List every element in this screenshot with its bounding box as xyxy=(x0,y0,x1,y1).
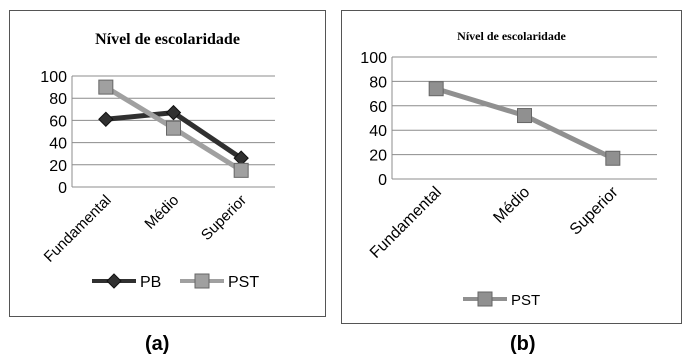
data-point xyxy=(166,120,181,136)
legend-marker xyxy=(477,291,493,307)
panel-label-b: (b) xyxy=(510,333,536,355)
y-tick-label: 20 xyxy=(49,158,67,175)
legend-entry-pst: PST xyxy=(463,291,540,309)
y-tick-label: 60 xyxy=(369,99,387,116)
y-tick-label: 40 xyxy=(49,136,67,153)
legend-label: PST xyxy=(511,292,540,309)
series-line-pst xyxy=(435,86,614,161)
data-point xyxy=(98,111,114,127)
y-tick-label: 0 xyxy=(378,172,387,189)
x-tick-label: Médio xyxy=(141,192,182,233)
y-tick-label: 80 xyxy=(49,91,67,108)
x-tick-label: Superior xyxy=(198,192,250,244)
data-point xyxy=(517,108,532,124)
legend-marker xyxy=(106,273,122,289)
legend-entry-pb: PB xyxy=(92,273,161,291)
data-point xyxy=(428,81,444,97)
data-point xyxy=(165,104,182,121)
chart-b-plot: 0 20 40 60 80 100 Fundamental Médio Superior PST xyxy=(360,50,657,309)
y-tick-label: 60 xyxy=(49,113,67,130)
y-tick-label: 80 xyxy=(369,74,387,91)
chart-a-plot: 0 20 40 60 80 100 Fundamental Médio Superior PB PS… xyxy=(40,69,275,291)
data-point xyxy=(98,79,114,95)
chart-title: Nível de escolaridade xyxy=(457,29,566,43)
panel-label-a: (a) xyxy=(145,333,170,355)
legend-label: PST xyxy=(228,274,259,291)
legend-marker xyxy=(194,273,210,289)
y-tick-label: 20 xyxy=(369,148,387,165)
chart-title: Nível de escolaridade xyxy=(95,31,240,48)
y-tick-label: 100 xyxy=(360,50,387,67)
x-tick-label: Fundamental xyxy=(41,192,115,266)
legend-label: PB xyxy=(140,274,161,291)
data-point xyxy=(605,150,621,166)
chart-panel-a: Nível de escolaridade 0 20 40 60 80 100 Fundam… xyxy=(9,10,326,317)
legend-entry-pst: PST xyxy=(180,273,259,291)
y-tick-label: 100 xyxy=(40,69,67,86)
x-tick-label: Médio xyxy=(490,184,533,227)
data-point xyxy=(233,162,249,178)
y-tick-label: 0 xyxy=(58,180,67,197)
x-tick-label: Superior xyxy=(567,183,622,238)
x-tick-label: Fundamental xyxy=(367,184,445,262)
chart-panel-b: Nível de escolaridade 0 20 40 60 80 100 Fundam… xyxy=(341,10,682,324)
y-tick-label: 40 xyxy=(369,123,387,140)
